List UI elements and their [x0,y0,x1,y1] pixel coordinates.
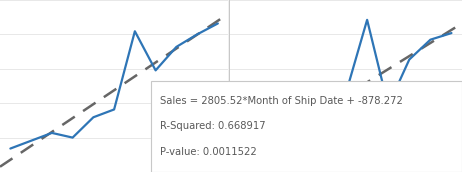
FancyBboxPatch shape [151,81,462,172]
Text: P-value: 0.0011522: P-value: 0.0011522 [160,147,257,157]
Text: R-Squared: 0.668917: R-Squared: 0.668917 [160,121,266,131]
Text: Sales = 2805.52*Month of Ship Date + -878.272: Sales = 2805.52*Month of Ship Date + -87… [160,96,403,106]
